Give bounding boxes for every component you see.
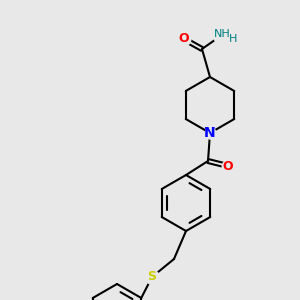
Text: N: N xyxy=(204,126,216,140)
Text: O: O xyxy=(179,32,189,46)
Text: S: S xyxy=(148,271,157,284)
Text: NH: NH xyxy=(214,29,230,39)
Text: O: O xyxy=(223,160,233,172)
Text: N: N xyxy=(204,126,216,140)
Text: H: H xyxy=(229,34,237,44)
